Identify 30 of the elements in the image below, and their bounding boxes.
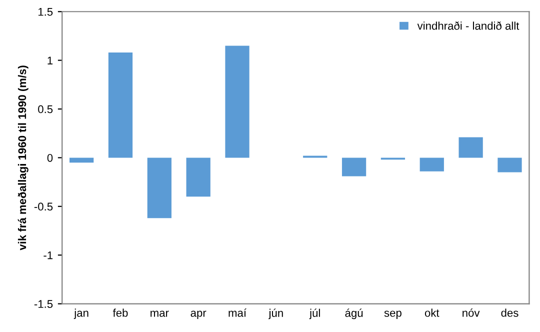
x-tick-label: sep: [384, 310, 402, 319]
y-tick-label: 1.5: [38, 8, 53, 16]
x-tick-label: maí: [228, 308, 246, 317]
y-tick-label: 0.5: [38, 105, 53, 114]
x-tick-label: nóv: [462, 308, 480, 317]
legend-label: vindhraði - landið allt: [417, 21, 520, 30]
x-tick-label: ágú: [345, 308, 363, 320]
x-tick-label: feb: [112, 308, 128, 317]
bar: [147, 158, 172, 218]
bar: [225, 46, 250, 158]
bar: [420, 158, 444, 172]
x-tick-label: mar: [150, 310, 169, 317]
bar: [498, 158, 522, 172]
bar: [186, 158, 210, 197]
x-tick-label: júl: [309, 308, 320, 320]
bar: [69, 158, 94, 163]
y-tick-label: -1: [44, 251, 53, 260]
x-tick-label: okt: [424, 308, 440, 317]
x-tick-label: apr: [190, 310, 206, 319]
y-tick-label: -0.5: [34, 202, 53, 211]
x-tick-label: jan: [74, 308, 88, 319]
y-tick-label: -1.5: [34, 300, 53, 308]
y-axis-title: vik frá meðallagi 1960 til 1990 (m/s): [18, 66, 28, 250]
x-tick-label: jún: [268, 308, 283, 320]
y-tick-label: 1: [48, 56, 53, 64]
bar: [342, 158, 366, 176]
y-tick-label: 0: [47, 154, 53, 162]
bar: [458, 137, 483, 158]
x-tick-label: des: [501, 308, 518, 317]
bar: [108, 52, 133, 158]
